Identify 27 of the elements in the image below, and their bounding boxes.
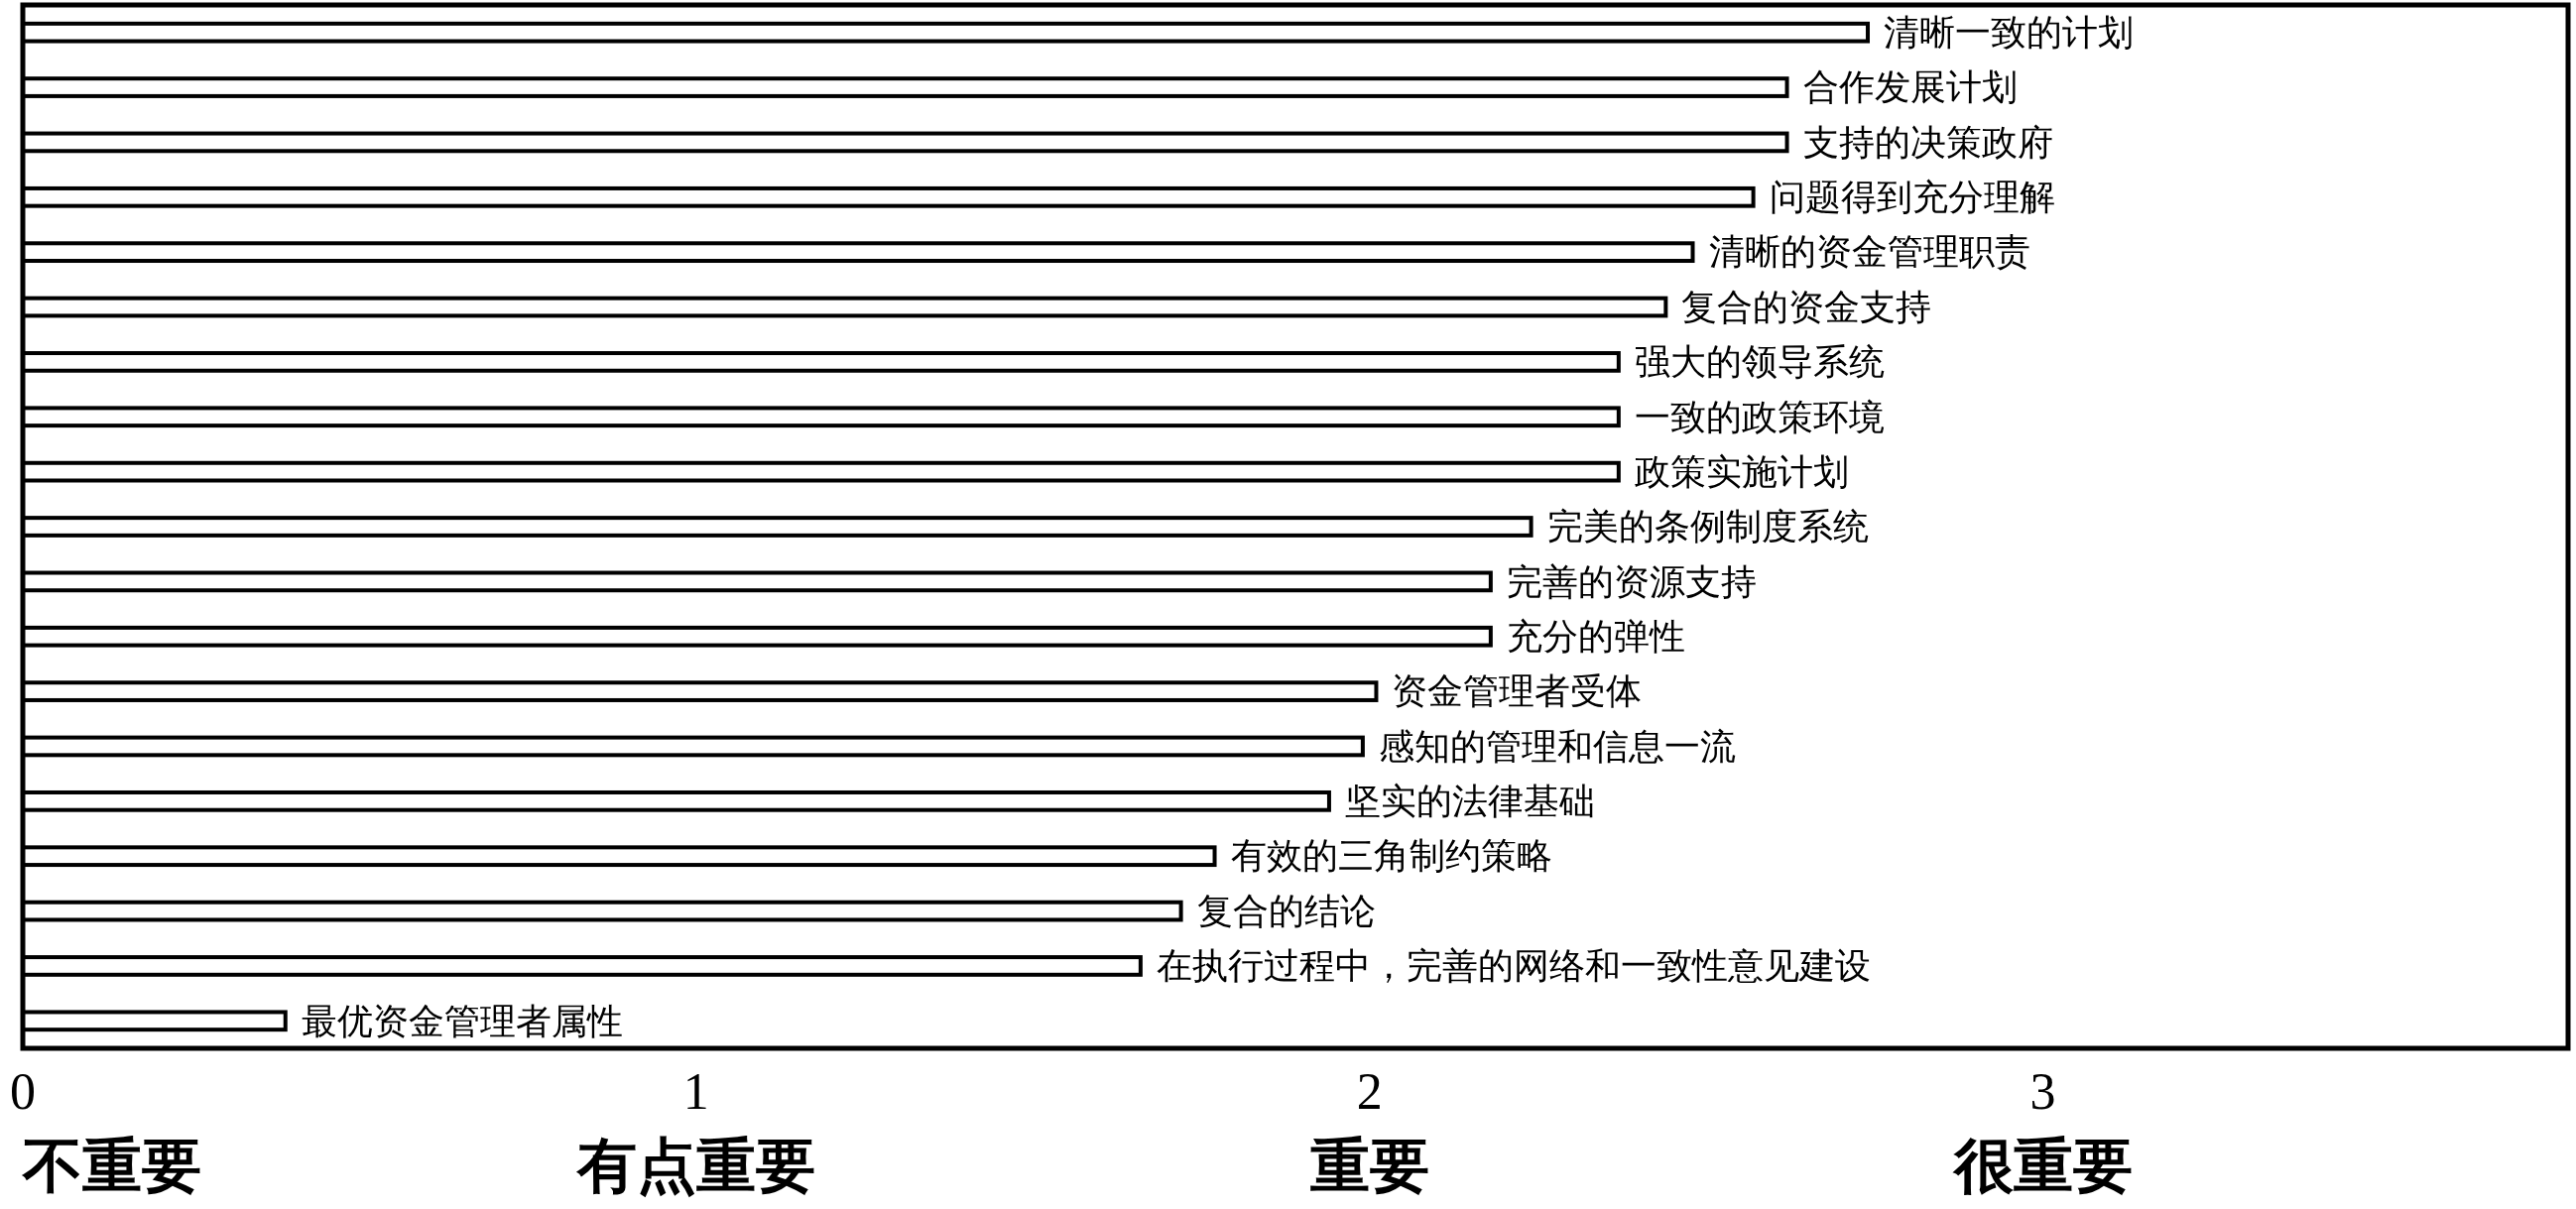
category: 有效的三角制约策略 <box>1230 836 1552 877</box>
category: 政策实施计划 <box>1634 451 1849 492</box>
tick-label: 很重要 <box>1953 1134 2133 1199</box>
category: 感知的管理和信息一流 <box>1378 726 1736 767</box>
category: 合作发展计划 <box>1802 67 2018 108</box>
tick-label: 重要 <box>1309 1134 1429 1199</box>
tick-label: 1 <box>682 1063 709 1120</box>
category: 充分的弹性 <box>1506 617 1685 657</box>
category: 完善的资源支持 <box>1506 561 1757 602</box>
category: 复合的结论 <box>1196 891 1376 931</box>
category: 强大的领导系统 <box>1634 342 1885 383</box>
category: 最优资金管理者属性 <box>301 1001 623 1041</box>
category: 一致的政策环境 <box>1634 397 1885 437</box>
tick-label: 不重要 <box>23 1134 201 1199</box>
category: 在执行过程中，完善的网络和一致性意见建设 <box>1156 946 1871 987</box>
category: 坚实的法律基础 <box>1344 782 1595 822</box>
category: 问题得到充分理解 <box>1769 178 2055 218</box>
category: 复合的资金支持 <box>1681 287 1932 327</box>
tick-label: 0 <box>10 1063 36 1120</box>
category: 支持的决策政府 <box>1802 122 2053 163</box>
category: 完美的条例制度系统 <box>1546 507 1869 547</box>
category: 清晰一致的计划 <box>1884 12 2134 53</box>
category: 资金管理者受体 <box>1392 671 1643 712</box>
category: 清晰的资金管理职责 <box>1708 232 2030 273</box>
tick-label: 有点重要 <box>576 1134 815 1199</box>
tick-label: 2 <box>1356 1063 1383 1120</box>
tick-label: 3 <box>2029 1063 2056 1120</box>
